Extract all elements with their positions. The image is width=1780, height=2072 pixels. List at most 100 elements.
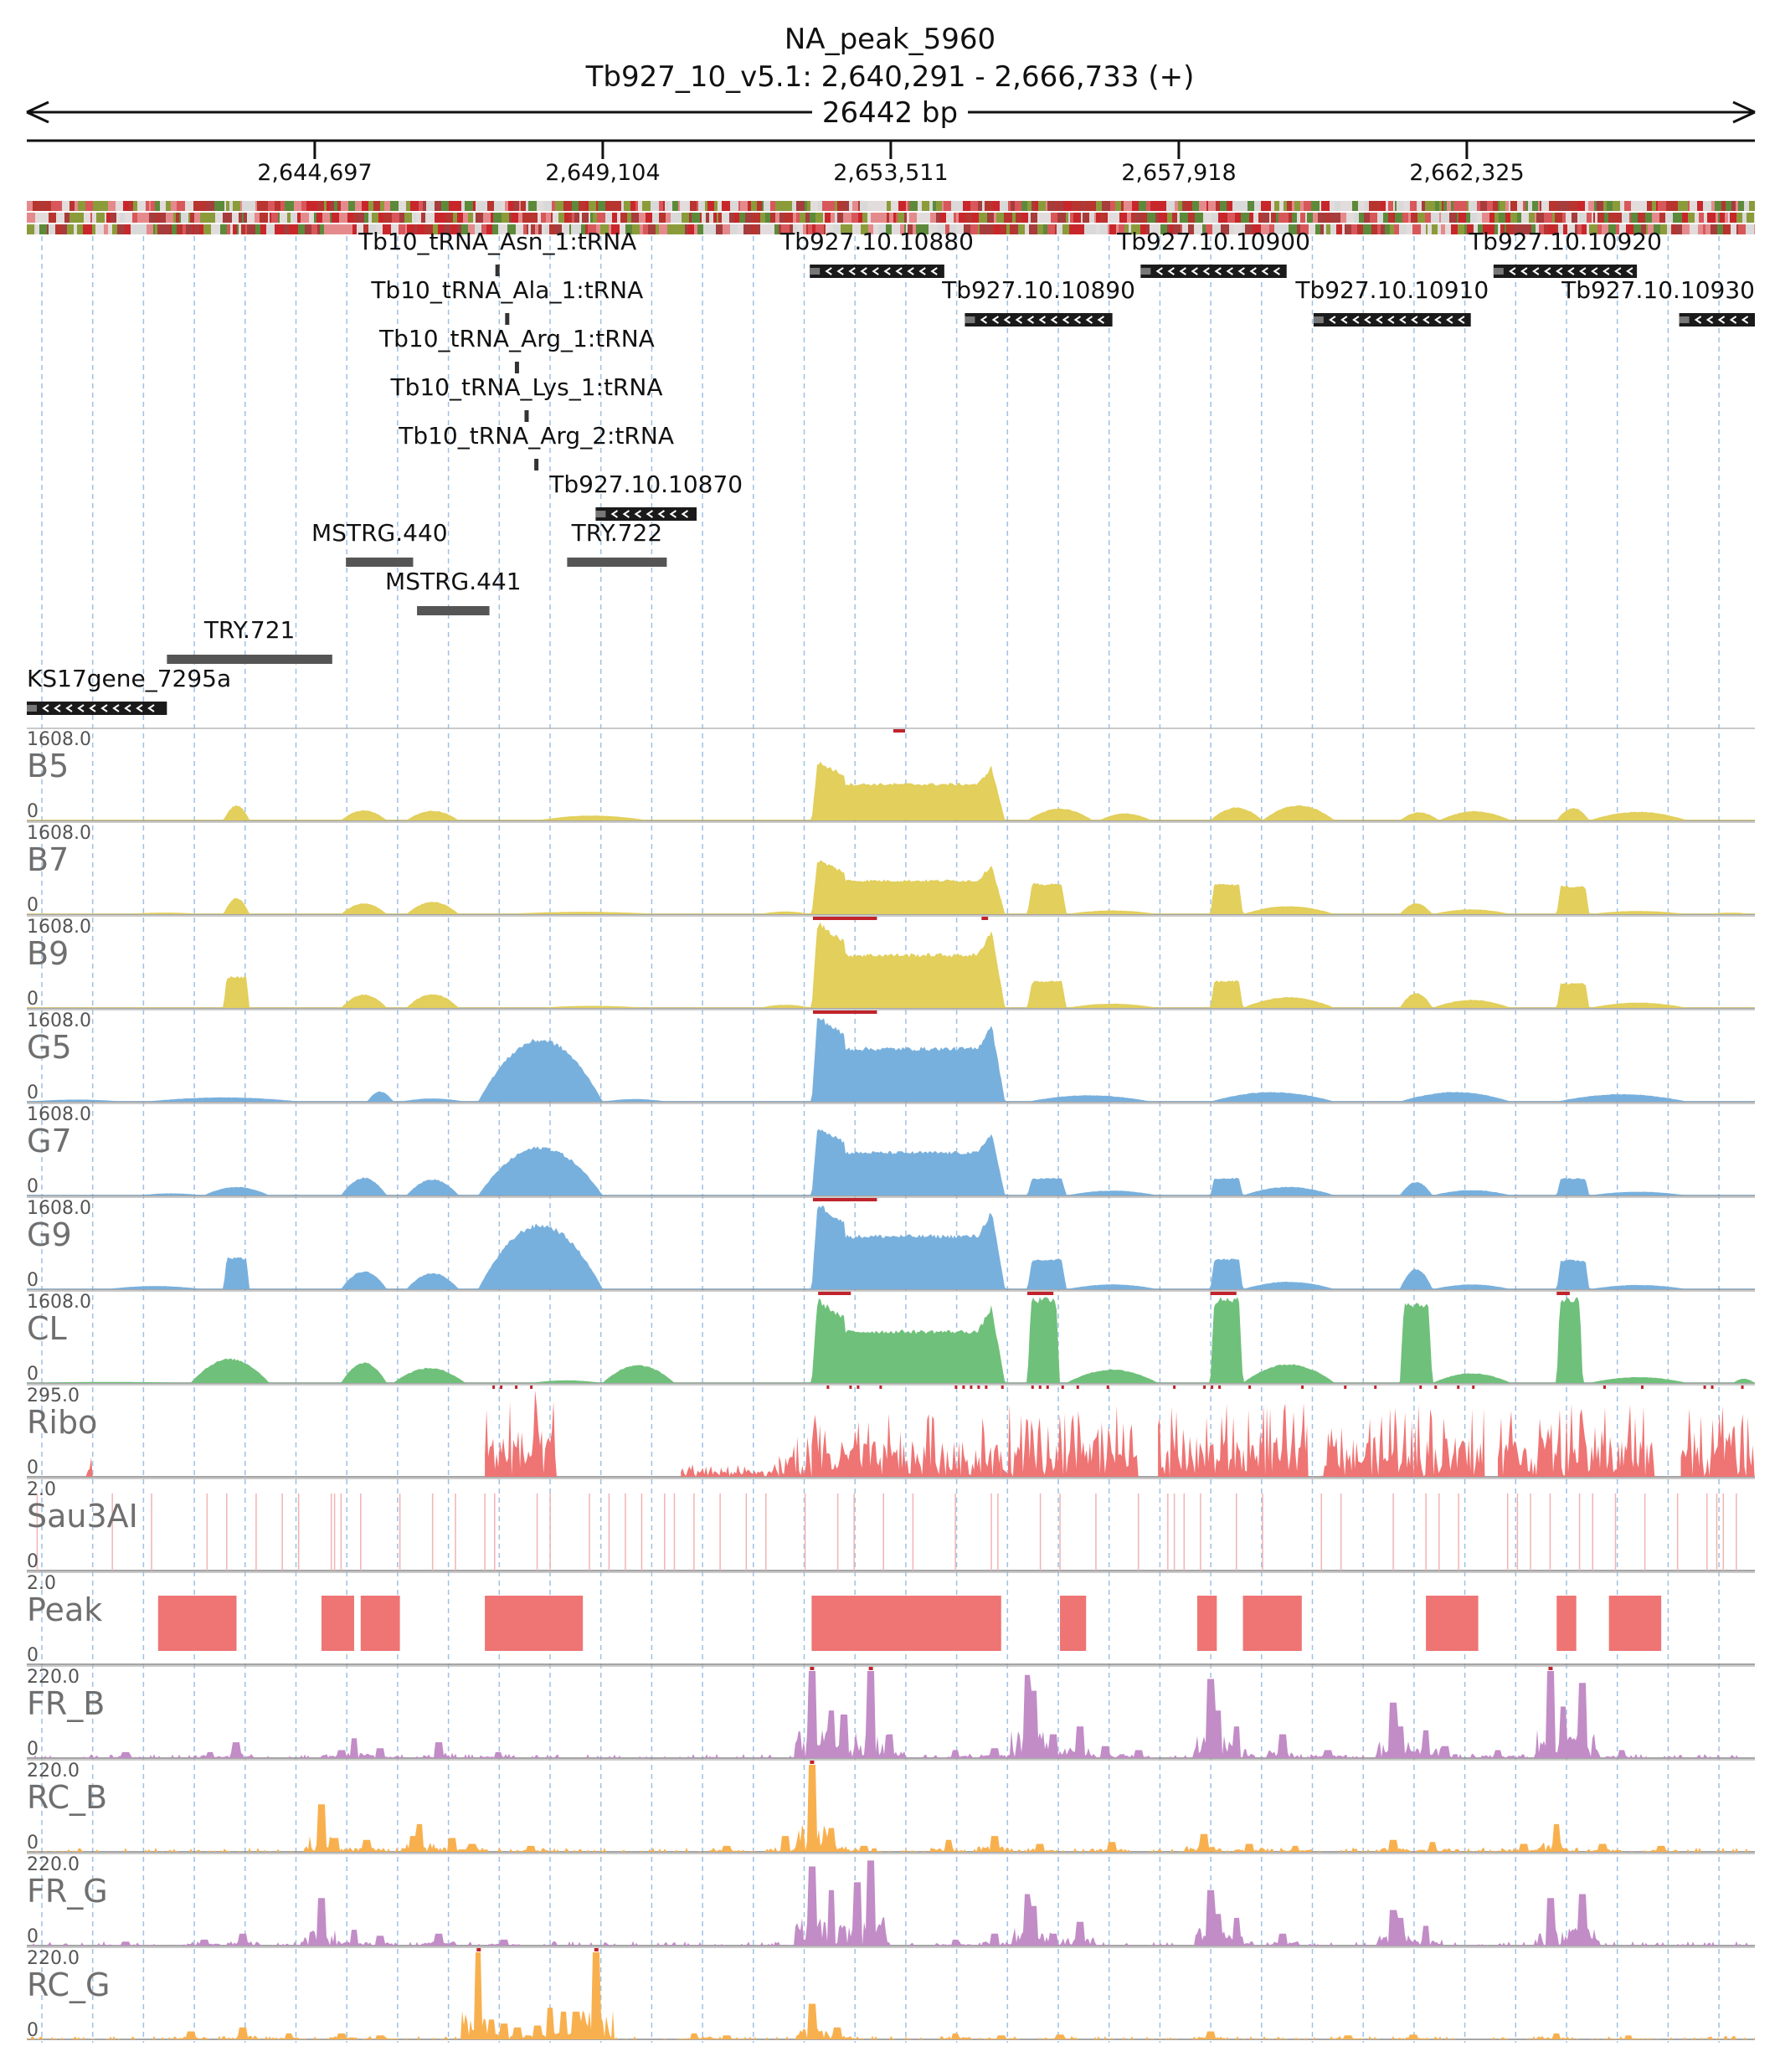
sequence-cell bbox=[900, 224, 904, 234]
sequence-cell bbox=[317, 201, 324, 211]
sequence-cell bbox=[1307, 213, 1313, 223]
sequence-cell bbox=[1047, 201, 1056, 211]
track-max-label: 220.0 bbox=[27, 1948, 80, 1969]
strand-arrow-icon bbox=[883, 267, 891, 275]
sequence-cell bbox=[163, 224, 170, 234]
trna-mark bbox=[534, 459, 539, 470]
sequence-cell bbox=[287, 201, 294, 211]
sequence-cell bbox=[1457, 213, 1458, 223]
sequence-cell bbox=[1494, 224, 1498, 234]
feature-label: Tb10_tRNA_Asn_1:tRNA bbox=[358, 228, 636, 255]
sequence-cell bbox=[1717, 224, 1723, 234]
sequence-cell bbox=[1399, 224, 1407, 234]
sequence-cell bbox=[1345, 224, 1351, 234]
sequence-cell bbox=[486, 224, 492, 234]
sequence-cell bbox=[55, 224, 62, 234]
sequence-cell bbox=[1229, 201, 1232, 211]
sequence-cell bbox=[315, 201, 317, 211]
strand-arrow-icon bbox=[1191, 267, 1198, 275]
strand-arrow-icon bbox=[634, 510, 641, 518]
sequence-cell bbox=[916, 224, 924, 234]
sequence-cell bbox=[1212, 224, 1221, 234]
sequence-cell bbox=[1458, 224, 1464, 234]
sequence-cell bbox=[1229, 224, 1233, 234]
sequence-cell bbox=[1572, 213, 1577, 223]
peak-block bbox=[811, 1596, 1001, 1651]
sequence-cell bbox=[1012, 213, 1016, 223]
strand-arrow-icon bbox=[1261, 267, 1268, 275]
sequence-cell bbox=[438, 224, 442, 234]
sequence-cell bbox=[1588, 201, 1594, 211]
sequence-cell bbox=[285, 201, 287, 211]
sequence-cell bbox=[1145, 201, 1146, 211]
sequence-cell bbox=[858, 213, 862, 223]
sequence-cell bbox=[1241, 213, 1249, 223]
sequence-cell bbox=[1529, 213, 1535, 223]
feature-label: Tb927.10.10890 bbox=[941, 276, 1135, 304]
sequence-cell bbox=[791, 213, 793, 223]
clip-marker bbox=[1457, 1386, 1460, 1389]
sequence-cell bbox=[1629, 213, 1631, 223]
sequence-cell bbox=[1703, 201, 1711, 211]
sequence-cell bbox=[818, 201, 821, 211]
clip-marker bbox=[1031, 1386, 1034, 1389]
sequence-cell bbox=[49, 213, 56, 223]
sequence-cell bbox=[96, 201, 105, 211]
trna-mark bbox=[524, 410, 529, 422]
sequence-cell bbox=[1524, 224, 1531, 234]
track-b5: 1608.0B5 0 bbox=[27, 728, 1755, 822]
clip-marker bbox=[857, 1386, 860, 1389]
ruler-tick-label: 2,653,511 bbox=[833, 160, 948, 186]
sequence-cell bbox=[996, 213, 1004, 223]
sequence-cell bbox=[90, 213, 92, 223]
clip-marker bbox=[1076, 1386, 1079, 1389]
sequence-cell bbox=[410, 201, 419, 211]
sequence-cell bbox=[1410, 201, 1417, 211]
sequence-cell bbox=[1140, 224, 1146, 234]
clip-marker bbox=[812, 917, 877, 920]
strand-arrow-icon bbox=[1038, 316, 1046, 324]
sequence-cell bbox=[1110, 201, 1115, 211]
sequence-cell bbox=[1085, 201, 1092, 211]
sequence-cell bbox=[1206, 201, 1208, 211]
sequence-cell bbox=[44, 201, 51, 211]
sequence-cell bbox=[1707, 213, 1716, 223]
sequence-cell bbox=[108, 201, 116, 211]
sequence-cell bbox=[125, 224, 131, 234]
sequence-cell bbox=[1505, 224, 1506, 234]
sequence-cell bbox=[1262, 213, 1268, 223]
sequence-cell bbox=[239, 224, 241, 234]
sequence-cell bbox=[445, 213, 453, 223]
trna-mark bbox=[495, 265, 500, 276]
sequence-cell bbox=[784, 213, 791, 223]
sequence-cell bbox=[643, 224, 648, 234]
sequence-cell bbox=[1425, 201, 1428, 211]
sequence-cell bbox=[738, 201, 740, 211]
sequence-cell bbox=[574, 213, 579, 223]
clip-marker bbox=[1046, 1386, 1049, 1389]
sequence-cell bbox=[255, 213, 260, 223]
sequence-cell bbox=[297, 213, 301, 223]
sequence-cell bbox=[652, 213, 659, 223]
sequence-cell bbox=[1018, 224, 1025, 234]
sequence-cell bbox=[757, 224, 760, 234]
sequence-cell bbox=[936, 201, 942, 211]
track-fr_b: 220.0FR_B 0 bbox=[27, 1665, 1755, 1760]
strand-arrow-icon bbox=[65, 704, 73, 712]
sequence-cell bbox=[833, 224, 841, 234]
sequence-cell bbox=[835, 201, 837, 211]
sequence-cell bbox=[871, 213, 879, 223]
sequence-cell bbox=[1449, 213, 1457, 223]
sequence-cell bbox=[1555, 213, 1562, 223]
sequence-cell bbox=[1292, 201, 1294, 211]
gene-utr bbox=[1313, 316, 1324, 323]
left-arrowhead-icon bbox=[26, 100, 49, 124]
strand-arrow-icon bbox=[1556, 267, 1563, 275]
track-max-label: 1608.0 bbox=[27, 1292, 91, 1313]
sequence-cell bbox=[1370, 213, 1377, 223]
sequence-cell bbox=[1038, 201, 1046, 211]
sequence-cell bbox=[1645, 213, 1652, 223]
track-max-label: 1608.0 bbox=[27, 729, 91, 750]
strand-arrow-icon bbox=[1705, 316, 1714, 324]
sequence-cell bbox=[1027, 201, 1031, 211]
